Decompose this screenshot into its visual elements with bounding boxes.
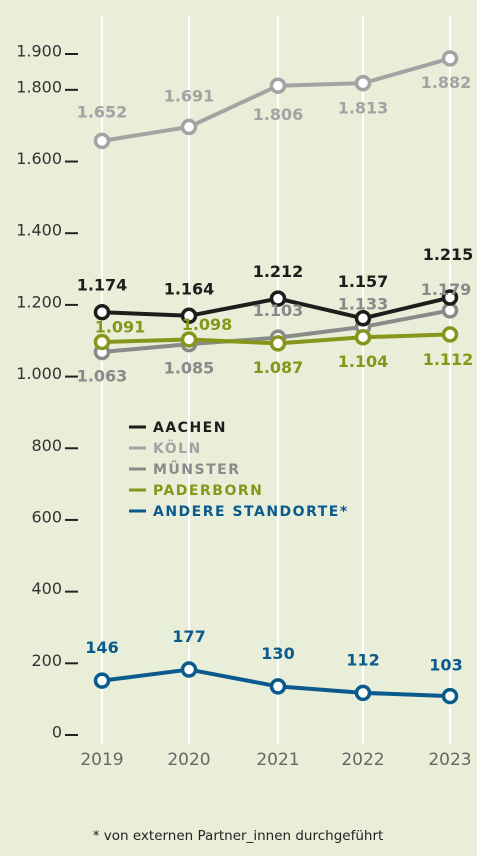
- data-point: [354, 310, 372, 327]
- data-point: [441, 326, 459, 343]
- value-label: 1.085: [164, 359, 215, 378]
- value-label: 1.215: [423, 245, 474, 264]
- data-point: [93, 303, 111, 321]
- y-tick-label: 1.600: [16, 149, 62, 168]
- legend-label: ANDERE STANDORTE*: [153, 504, 349, 520]
- value-label: 103: [429, 656, 462, 675]
- series-line: [101, 56, 451, 143]
- legend-label: KÖLN: [153, 439, 202, 457]
- value-label: 1.813: [338, 99, 389, 118]
- value-label: 1.104: [338, 352, 389, 371]
- data-point: [180, 661, 198, 678]
- legend-label: MÜNSTER: [153, 460, 241, 478]
- data-point: [269, 77, 287, 94]
- y-tick-label: 1.900: [16, 42, 62, 61]
- data-point: [269, 335, 287, 352]
- y-tick-label: 0: [52, 723, 62, 742]
- value-label: 1.652: [77, 102, 128, 121]
- data-point: [354, 329, 372, 346]
- data-point: [354, 74, 372, 92]
- value-label: 1.882: [421, 73, 472, 92]
- y-tick-label: 1.000: [16, 364, 62, 383]
- data-point: [93, 672, 111, 689]
- data-point: [441, 50, 459, 67]
- x-tick-label: 2019: [80, 750, 123, 770]
- value-label: 1.174: [77, 276, 128, 295]
- value-label: 1.164: [164, 279, 215, 298]
- y-tick-label: 1.800: [16, 77, 62, 96]
- value-label: 177: [172, 627, 205, 646]
- value-label: 1.157: [338, 272, 389, 291]
- value-label: 1.091: [95, 317, 146, 336]
- data-point: [269, 290, 287, 307]
- value-label: 146: [85, 638, 118, 657]
- footnote: * von externen Partner_innen durchgeführ…: [93, 828, 384, 844]
- y-tick-label: 800: [31, 436, 62, 455]
- value-label: 1.691: [164, 86, 215, 105]
- data-point: [441, 289, 459, 306]
- value-label: 1.098: [182, 315, 233, 334]
- data-point: [269, 678, 287, 695]
- data-point: [180, 307, 198, 325]
- y-tick-label: 200: [31, 651, 62, 670]
- value-label: 1.179: [421, 280, 472, 299]
- y-tick-label: 1.400: [16, 221, 62, 240]
- data-point: [354, 684, 372, 702]
- x-tick-label: 2021: [256, 750, 299, 770]
- data-point: [180, 331, 198, 348]
- value-label: 1.806: [253, 105, 304, 124]
- data-point: [441, 687, 459, 705]
- value-label: 1.103: [253, 301, 304, 320]
- y-tick-label: 400: [31, 579, 62, 598]
- value-label: 1.087: [253, 358, 304, 377]
- data-point: [93, 333, 111, 351]
- value-label: 1.112: [423, 350, 474, 369]
- legend-label: PADERBORN: [153, 483, 263, 499]
- data-point: [93, 132, 111, 150]
- y-tick-label: 600: [31, 507, 62, 526]
- value-label: 1.133: [338, 294, 389, 313]
- legend-label: AACHEN: [153, 420, 227, 436]
- data-point: [180, 118, 198, 136]
- value-label: 1.212: [253, 262, 304, 281]
- x-tick-label: 2023: [428, 750, 471, 770]
- value-label: 130: [261, 644, 294, 663]
- data-point: [441, 302, 459, 319]
- x-tick-label: 2020: [167, 750, 210, 770]
- x-tick-label: 2022: [341, 750, 384, 770]
- y-tick-label: 1.200: [16, 292, 62, 311]
- value-label: 1.063: [77, 366, 128, 385]
- value-label: 112: [346, 650, 379, 669]
